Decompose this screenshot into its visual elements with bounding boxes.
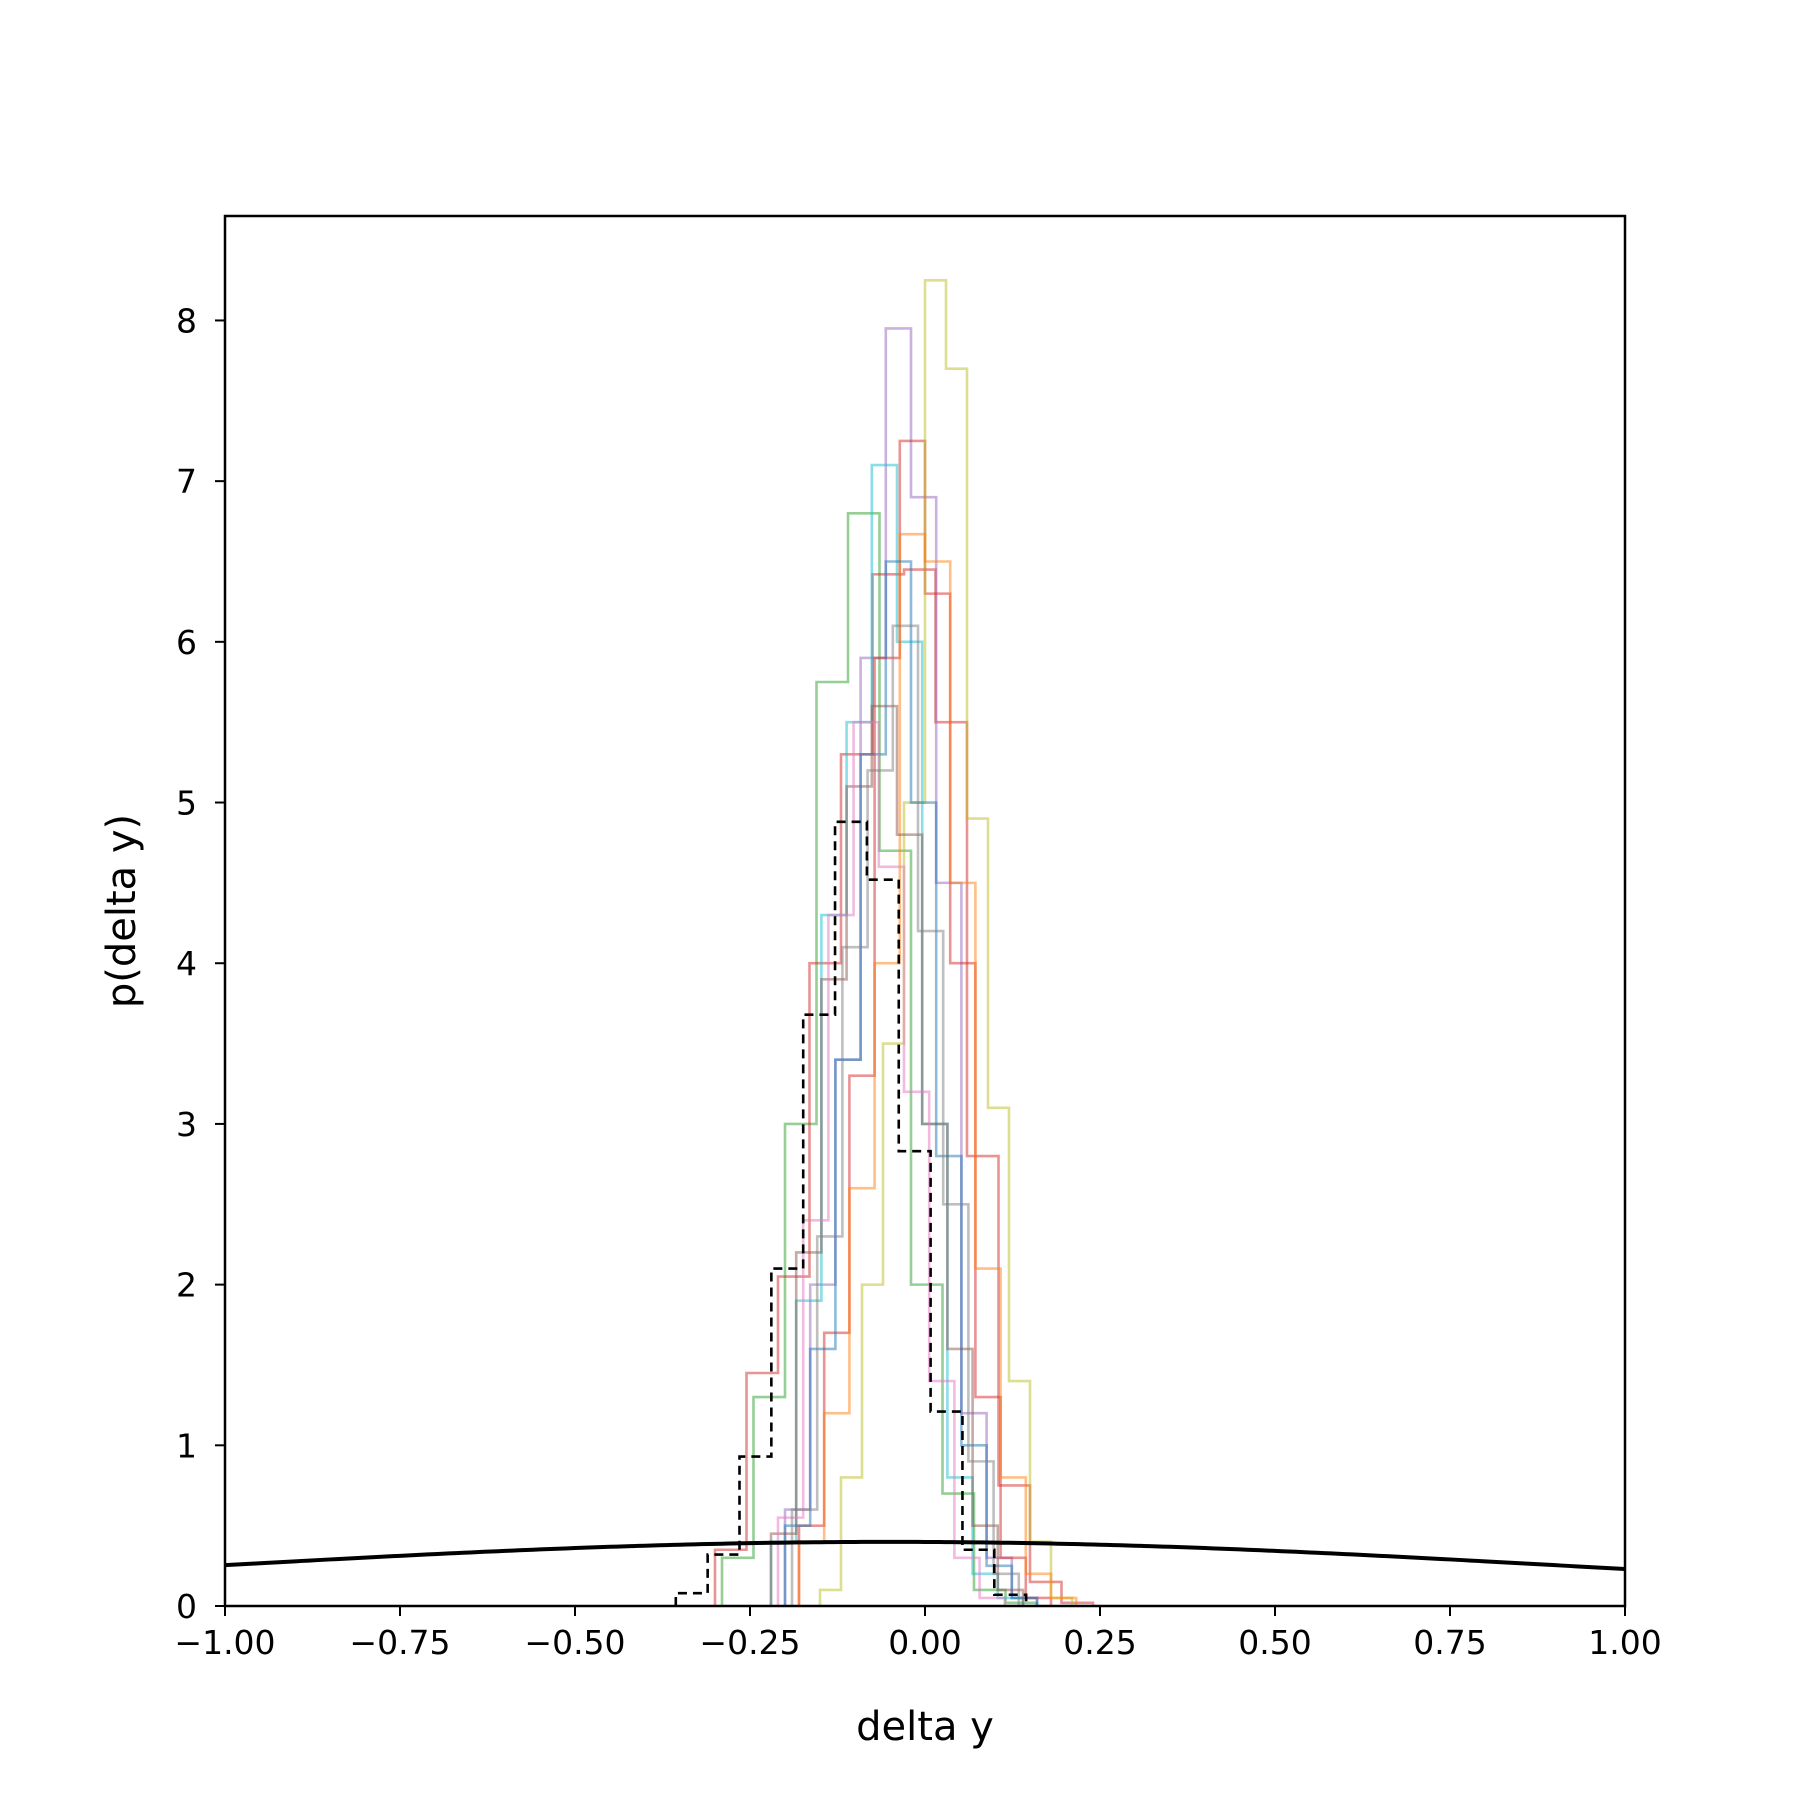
y-axis-label: p(delta y) <box>99 814 145 1008</box>
y-axis: 0 1 2 3 4 5 6 7 8 <box>176 301 225 1626</box>
normal-prior-curve <box>225 1539 1625 1572</box>
histogram-series-9 <box>769 704 1025 1606</box>
x-axis: −1.00 −0.75 −0.50 −0.25 0.00 0.25 0.50 0.75 1.00 <box>174 1606 1662 1662</box>
x-tick-label: 0.75 <box>1413 1623 1486 1662</box>
x-tick-label: −0.25 <box>699 1623 800 1662</box>
x-tick-label: 1.00 <box>1588 1623 1661 1662</box>
y-tick-label: 7 <box>176 462 197 501</box>
histogram-series-3 <box>783 327 1039 1606</box>
histogram-series-11 <box>790 624 1021 1606</box>
histogram-series-8 <box>783 560 1039 1606</box>
y-tick-label: 2 <box>176 1266 197 1305</box>
histogram-series-10 <box>776 720 1007 1606</box>
x-axis-label: delta y <box>856 1704 994 1750</box>
mean-histogram-dashed <box>674 820 1028 1606</box>
histogram-series-6 <box>818 278 1074 1606</box>
y-tick-label: 3 <box>176 1105 197 1144</box>
x-tick-label: 0.50 <box>1238 1623 1311 1662</box>
x-tick-label: −0.75 <box>349 1623 450 1662</box>
x-tick-label: 0.25 <box>1063 1623 1136 1662</box>
x-tick-label: −1.00 <box>174 1623 275 1662</box>
y-tick-label: 1 <box>176 1426 197 1465</box>
x-tick-label: −0.50 <box>524 1623 625 1662</box>
y-tick-label: 5 <box>176 784 197 823</box>
y-tick-label: 4 <box>176 944 197 983</box>
y-tick-label: 8 <box>176 301 197 340</box>
plot-area <box>225 278 1625 1606</box>
x-tick-label: 0.00 <box>888 1623 961 1662</box>
histogram-series-4 <box>769 463 1025 1606</box>
histogram-series-2 <box>713 568 1095 1606</box>
y-tick-label: 6 <box>176 623 197 662</box>
histogram-series-1 <box>720 511 1039 1606</box>
y-tick-label: 0 <box>176 1587 197 1626</box>
histogram-series-7 <box>797 532 1078 1606</box>
